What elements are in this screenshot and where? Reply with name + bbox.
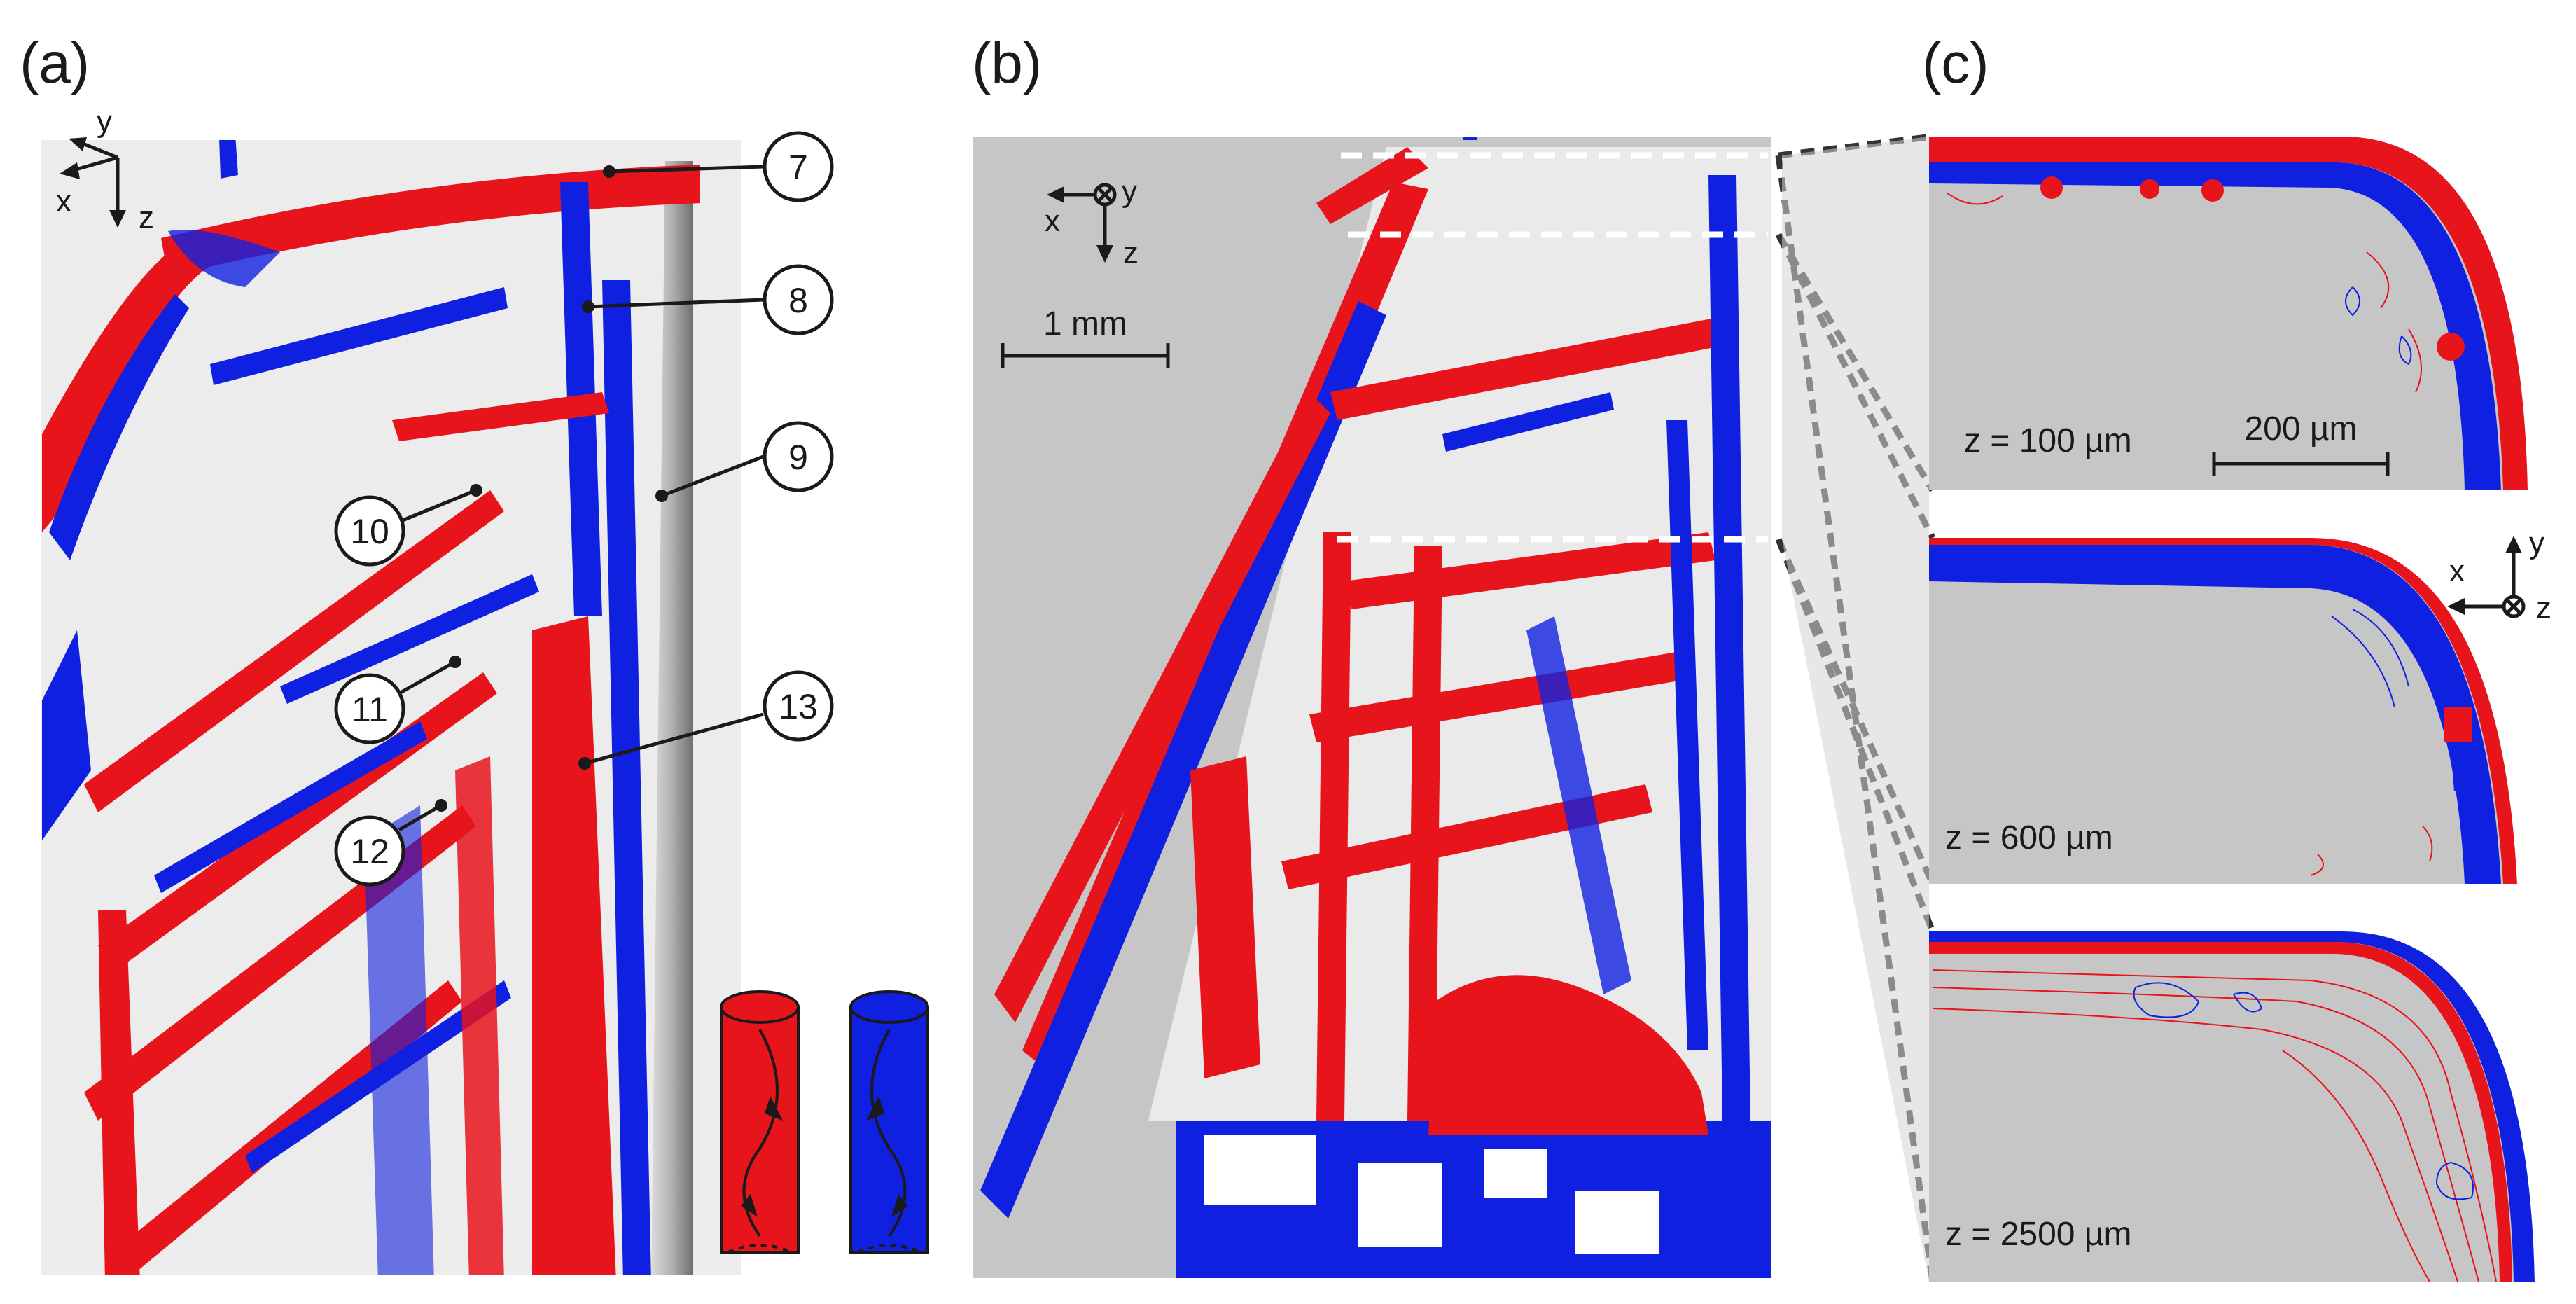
legend-red-cylinder-icon xyxy=(720,990,800,1254)
scale-bar-b xyxy=(1001,343,1170,368)
axis-a-x: x xyxy=(56,184,71,219)
axis-triad-c xyxy=(2447,536,2526,618)
callout-12: 12 xyxy=(334,815,405,887)
axis-b-z: z xyxy=(1123,235,1139,270)
slice-2-z-label: z = 600 µm xyxy=(1945,819,2113,856)
panel-a-render xyxy=(41,140,741,1275)
callout-12-label: 12 xyxy=(350,832,389,871)
callout-9-label: 9 xyxy=(788,438,808,477)
slice-1: z = 100 µm 200 µm xyxy=(1929,137,2528,490)
panel-c-label: (c) xyxy=(1922,32,1989,95)
panel-a-label: (a) xyxy=(20,32,90,95)
axis-triad-b xyxy=(1047,183,1117,263)
callout-7: 7 xyxy=(763,131,834,202)
panel-c: (c) xyxy=(1922,32,2551,1282)
axis-triad-a xyxy=(60,137,126,228)
slice-lines xyxy=(1337,152,1768,543)
axis-c-z: z xyxy=(2536,590,2551,625)
slice-3-z-label: z = 2500 µm xyxy=(1945,1216,2131,1253)
callout-7-label: 7 xyxy=(788,148,808,187)
panel-a: (a) xyxy=(20,32,929,1275)
scale-bar-b-label: 1 mm xyxy=(1043,305,1127,342)
axis-c-x: x xyxy=(2449,554,2465,588)
axis-a-z: z xyxy=(139,200,154,235)
callout-11-label: 11 xyxy=(351,690,388,729)
callout-8-label: 8 xyxy=(788,281,808,320)
panel-b-render xyxy=(973,137,1771,1278)
axis-c-y: y xyxy=(2529,526,2544,560)
legend-blue-cylinder-icon xyxy=(849,990,929,1254)
panel-b: (b) xyxy=(972,32,1771,1278)
scale-bar-c-label: 200 µm xyxy=(2244,410,2357,448)
callout-13-label: 13 xyxy=(779,687,818,726)
callout-11: 11 xyxy=(334,673,405,744)
zoom-wedge xyxy=(1782,137,1929,1282)
axis-b-x: x xyxy=(1045,204,1060,238)
callout-10-label: 10 xyxy=(350,512,389,551)
slice-1-z-label: z = 100 µm xyxy=(1964,422,2132,459)
callout-13: 13 xyxy=(763,670,834,742)
slice-3: z = 2500 µm xyxy=(1929,931,2535,1282)
axis-b-y: y xyxy=(1122,174,1137,209)
callout-leaders xyxy=(398,165,764,832)
callout-dots xyxy=(435,165,668,812)
axis-a-y: y xyxy=(97,104,112,139)
callout-8: 8 xyxy=(763,264,834,335)
callout-10: 10 xyxy=(334,495,405,567)
slice-2: z = 600 µm xyxy=(1929,538,2517,884)
callout-9: 9 xyxy=(763,421,834,492)
panel-b-label: (b) xyxy=(972,32,1042,95)
scale-bar-c xyxy=(2212,452,2390,476)
